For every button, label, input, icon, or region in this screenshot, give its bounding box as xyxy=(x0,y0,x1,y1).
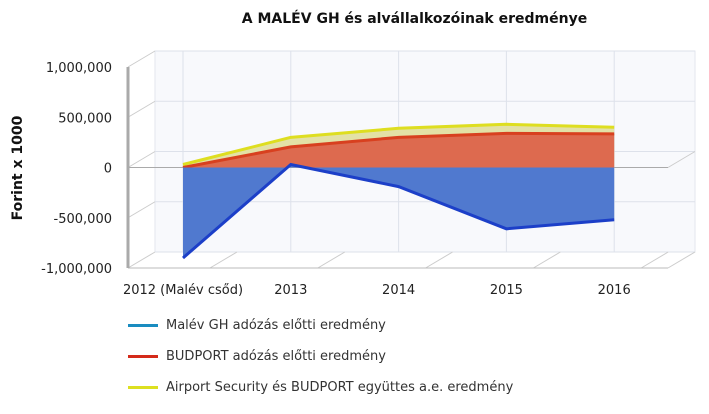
legend-label: Malév GH adózás előtti eredmény xyxy=(166,318,386,333)
x-tick-label: 2013 xyxy=(274,283,307,298)
floor-line xyxy=(533,251,561,269)
legend-swatch xyxy=(128,355,158,358)
y-tick-label: -500,000 xyxy=(54,212,112,227)
floor-line xyxy=(209,251,238,269)
area-2 xyxy=(183,164,615,258)
x-tick-label: 2012 (Malév csőd) xyxy=(123,283,243,298)
x-tick-label: 2016 xyxy=(598,283,631,298)
legend-item[interactable]: Malév GH adózás előtti eredmény xyxy=(128,318,386,333)
legend-label: Airport Security és BUDPORT együttes a.e… xyxy=(166,380,514,395)
floor-line xyxy=(425,251,453,269)
y-axis-label: Forint x 1000 xyxy=(10,115,26,220)
floor-line xyxy=(317,251,346,269)
grid-depth-line xyxy=(127,201,156,219)
grid-depth-line xyxy=(127,100,156,118)
y-tick-label: 1,000,000 xyxy=(46,61,112,76)
legend-item[interactable]: BUDPORT adózás előtti eredmény xyxy=(128,349,386,364)
grid-depth-line xyxy=(127,50,156,68)
legend-swatch xyxy=(128,324,158,327)
y-tick-label: 500,000 xyxy=(58,111,112,126)
x-tick-label: 2014 xyxy=(382,283,415,298)
x-tick-label: 2015 xyxy=(490,283,523,298)
chart-title: A MALÉV GH és alvállalkozóinak eredménye xyxy=(241,11,588,27)
legend-label: BUDPORT adózás előtti eredmény xyxy=(166,349,386,364)
grid-depth-line xyxy=(127,151,156,168)
y-tick-label: 0 xyxy=(104,162,112,177)
area-1 xyxy=(183,133,615,168)
grid-depth-line xyxy=(127,251,156,269)
legend-swatch xyxy=(128,386,158,389)
floor-side xyxy=(667,251,696,269)
y-tick-label: -1,000,000 xyxy=(41,262,112,277)
zero-depth-line xyxy=(667,151,696,168)
legend-item[interactable]: Airport Security és BUDPORT együttes a.e… xyxy=(128,380,513,395)
floor-line xyxy=(640,251,669,269)
